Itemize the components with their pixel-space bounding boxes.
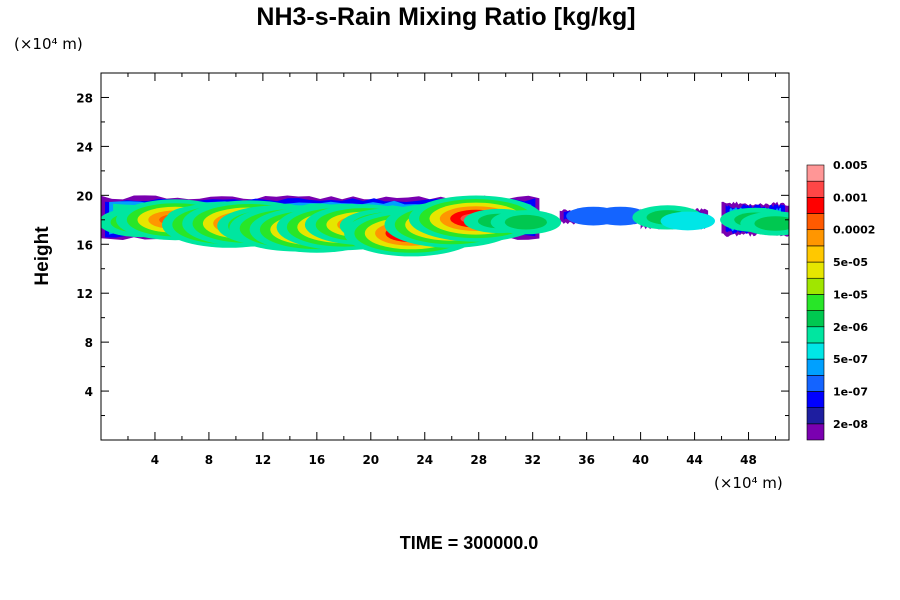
colorbar-label: 5e-05 [833,256,868,269]
plot-frame [100,72,790,441]
x-tick-label: 8 [205,453,213,467]
colorbar-swatch [806,261,825,279]
colorbar-label: 0.0002 [833,224,875,237]
y-axis-label: Height [32,226,53,286]
y-tick-label: 12 [76,287,93,301]
colorbar-label: 5e-07 [833,353,868,366]
contour-core [754,216,789,231]
x-tick-label: 20 [362,453,379,467]
colorbar-swatch [806,423,825,441]
x-tick-label: 12 [255,453,272,467]
y-axis: 4 8 12 16 20 24 28 [76,91,789,417]
y-tick-label: 28 [76,91,93,105]
y-tick-label: 16 [76,238,93,252]
y-axis-unit: (×10⁴ m) [14,35,83,53]
x-tick-label: 36 [578,453,595,467]
x-tick-label: 32 [524,453,541,467]
colorbar-swatch [806,326,825,344]
colorbar-label: 2e-08 [833,418,868,431]
colorbar-swatch [806,245,825,263]
x-tick-label: 4 [151,453,159,467]
contour-core [504,214,547,230]
y-tick-label: 20 [76,189,93,203]
x-tick-label: 28 [470,453,487,467]
x-tick-label: 48 [740,453,757,467]
colorbar-swatch [806,277,825,295]
colorbar-swatch [806,342,825,360]
y-tick-label: 4 [85,385,93,399]
x-tick-label: 16 [308,453,325,467]
x-axis-unit: (×10⁴ m) [714,474,783,492]
x-tick-label: 44 [686,453,703,467]
colorbar-swatch [806,164,825,182]
colorbar-swatch [806,180,825,198]
colorbar-swatch [806,197,825,214]
y-tick-label: 8 [85,336,93,350]
colorbar-label: 0.001 [833,191,868,204]
y-tick-label: 24 [76,140,93,154]
colorbar-swatch [806,294,825,311]
colorbar-swatch [806,310,825,328]
x-tick-label: 40 [632,453,649,467]
colorbar-label: 0.005 [833,159,868,172]
colorbar-swatch [806,358,825,376]
x-axis: 4 8 12 16 20 24 28 32 36 40 44 48 [127,73,777,467]
contour-field [101,195,789,257]
colorbar-swatch [806,229,825,247]
colorbar-swatch [806,213,825,231]
colorbar-label: 2e-06 [833,321,868,334]
x-tick-label: 24 [416,453,433,467]
colorbar-swatch [806,391,825,408]
chart-title: NH3-s-Rain Mixing Ratio [kg/kg] [256,3,635,31]
colorbar: 2e-08 1e-07 5e-07 2e-06 1e-05 5e-05 0.0002 0.00… [806,159,875,441]
colorbar-swatch [806,374,825,392]
colorbar-label: 1e-05 [833,288,868,301]
time-label: TIME = 300000.0 [400,533,539,553]
contour-core [660,211,715,231]
colorbar-swatch [806,407,825,425]
colorbar-label: 1e-07 [833,385,868,398]
